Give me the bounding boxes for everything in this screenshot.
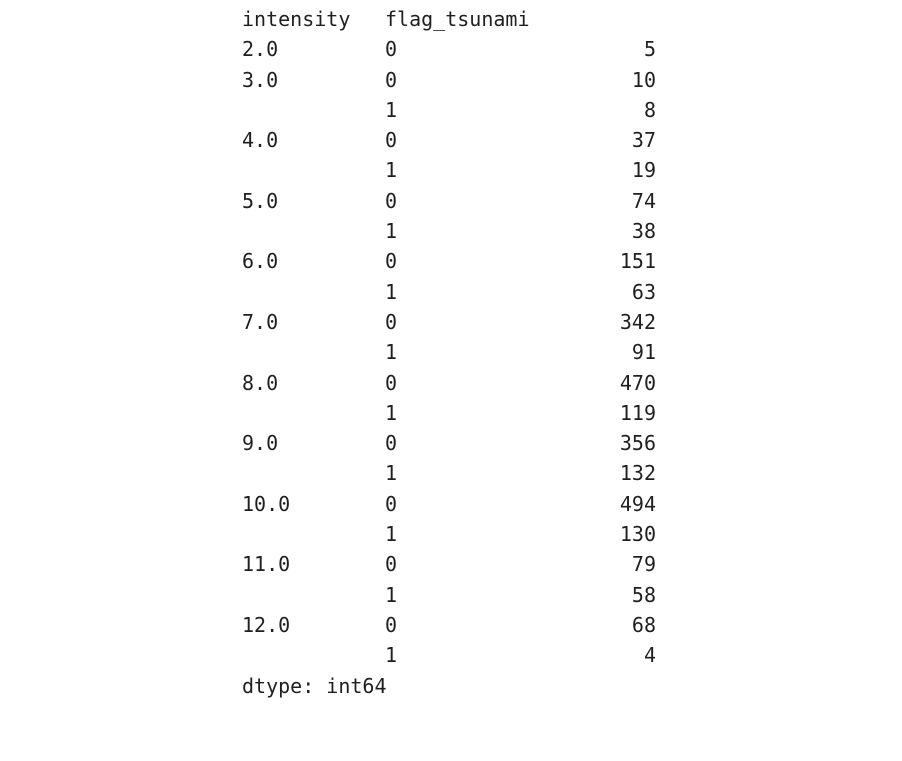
table-row: 10.0 0 494 bbox=[242, 489, 656, 519]
dtype-footer: dtype: int64 bbox=[242, 671, 387, 701]
table-row: 3.0 0 10 bbox=[242, 65, 656, 95]
count-value: 63 bbox=[631, 279, 656, 304]
count-value: 37 bbox=[631, 128, 656, 153]
index-name-intensity: intensity bbox=[242, 7, 351, 31]
flag-tsunami-value: 1 bbox=[385, 522, 398, 547]
flag-tsunami-value: 1 bbox=[385, 340, 398, 365]
table-row: 1 19 bbox=[242, 155, 656, 185]
table-row: 6.0 0 151 bbox=[242, 246, 656, 276]
flag-tsunami-value: 0 bbox=[385, 128, 398, 153]
flag-tsunami-value: 1 bbox=[385, 158, 398, 183]
table-row: 8.0 0 470 bbox=[242, 368, 656, 398]
intensity-value: 8.0 bbox=[242, 370, 279, 395]
flag-tsunami-value: 1 bbox=[385, 97, 398, 122]
intensity-value: 4.0 bbox=[242, 128, 279, 153]
count-value: 68 bbox=[631, 612, 656, 637]
table-row: 1 132 bbox=[242, 458, 656, 488]
count-value: 151 bbox=[619, 249, 656, 274]
intensity-value: 11.0 bbox=[242, 552, 291, 577]
table-row: 1 91 bbox=[242, 337, 656, 367]
flag-tsunami-value: 1 bbox=[385, 400, 398, 425]
table-row: 2.0 0 5 bbox=[242, 34, 656, 64]
flag-tsunami-value: 0 bbox=[385, 309, 398, 334]
intensity-value: 10.0 bbox=[242, 491, 291, 516]
count-value: 19 bbox=[631, 158, 656, 183]
flag-tsunami-value: 1 bbox=[385, 643, 398, 668]
flag-tsunami-value: 1 bbox=[385, 461, 398, 486]
intensity-value: 3.0 bbox=[242, 67, 279, 92]
flag-tsunami-value: 1 bbox=[385, 582, 398, 607]
table-row: 9.0 0 356 bbox=[242, 428, 656, 458]
count-value: 8 bbox=[643, 97, 656, 122]
dtype-label: dtype: int64 bbox=[242, 673, 387, 698]
count-value: 356 bbox=[619, 431, 656, 456]
count-value: 342 bbox=[619, 309, 656, 334]
count-value: 91 bbox=[631, 340, 656, 365]
count-value: 5 bbox=[643, 37, 656, 62]
flag-tsunami-value: 1 bbox=[385, 219, 398, 244]
table-row: 1 119 bbox=[242, 398, 656, 428]
count-value: 470 bbox=[619, 370, 656, 395]
flag-tsunami-value: 0 bbox=[385, 612, 398, 637]
count-value: 74 bbox=[631, 188, 656, 213]
intensity-value: 5.0 bbox=[242, 188, 279, 213]
count-value: 4 bbox=[643, 643, 656, 668]
index-name-flag-tsunami: flag_tsunami bbox=[385, 7, 530, 31]
table-row: 7.0 0 342 bbox=[242, 307, 656, 337]
flag-tsunami-value: 0 bbox=[385, 370, 398, 395]
count-value: 10 bbox=[631, 67, 656, 92]
intensity-value: 6.0 bbox=[242, 249, 279, 274]
table-row: 1 63 bbox=[242, 277, 656, 307]
count-value: 38 bbox=[631, 219, 656, 244]
count-value: 58 bbox=[631, 582, 656, 607]
flag-tsunami-value: 0 bbox=[385, 552, 398, 577]
flag-tsunami-value: 0 bbox=[385, 37, 398, 62]
flag-tsunami-value: 1 bbox=[385, 279, 398, 304]
intensity-value: 2.0 bbox=[242, 37, 279, 62]
table-row: 4.0 0 37 bbox=[242, 125, 656, 155]
flag-tsunami-value: 0 bbox=[385, 67, 398, 92]
table-row: 1 130 bbox=[242, 519, 656, 549]
table-row: 11.0 0 79 bbox=[242, 549, 656, 579]
intensity-value: 12.0 bbox=[242, 612, 291, 637]
count-value: 119 bbox=[619, 400, 656, 425]
flag-tsunami-value: 0 bbox=[385, 491, 398, 516]
series-rows: 2.0 0 5 3.0 0 10 1 8 4.0 0 37 1 19 5.0 0 74 1 38 6.0 0 151 1 6… bbox=[242, 34, 656, 670]
count-value: 79 bbox=[631, 552, 656, 577]
index-header-row: intensity flag_tsunami bbox=[242, 4, 530, 34]
flag-tsunami-value: 0 bbox=[385, 431, 398, 456]
count-value: 130 bbox=[619, 522, 656, 547]
count-value: 132 bbox=[619, 461, 656, 486]
intensity-value: 9.0 bbox=[242, 431, 279, 456]
flag-tsunami-value: 0 bbox=[385, 188, 398, 213]
table-row: 5.0 0 74 bbox=[242, 186, 656, 216]
table-row: 12.0 0 68 bbox=[242, 610, 656, 640]
series-output: intensity flag_tsunami 2.0 0 5 3.0 0 10 1 8 4.0 0… bbox=[242, 4, 656, 701]
count-value: 494 bbox=[619, 491, 656, 516]
table-row: 1 38 bbox=[242, 216, 656, 246]
flag-tsunami-value: 0 bbox=[385, 249, 398, 274]
table-row: 1 58 bbox=[242, 580, 656, 610]
intensity-value: 7.0 bbox=[242, 309, 279, 334]
